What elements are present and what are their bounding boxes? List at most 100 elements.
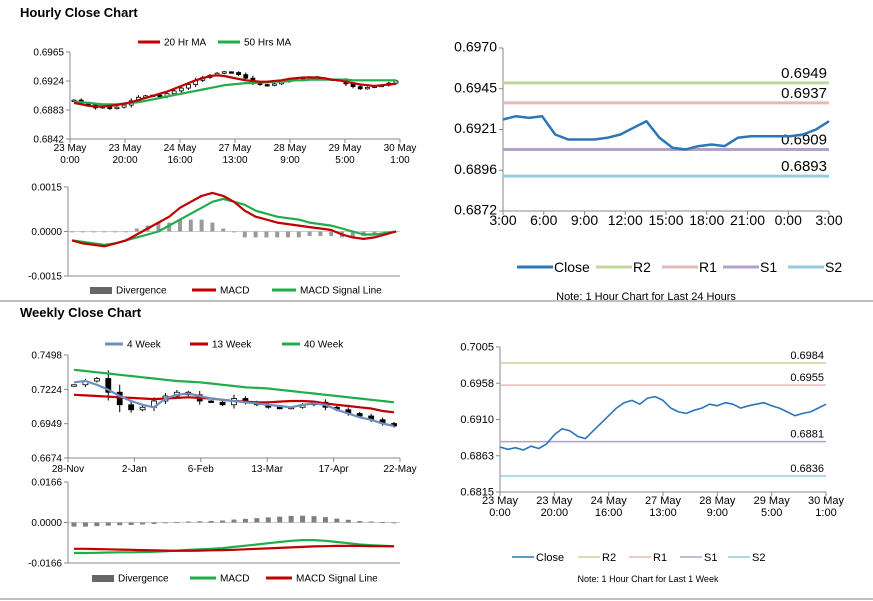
weekly-macd-divergence-bar [151, 522, 157, 524]
hourly-price-xtick-label: 5:00 [335, 155, 355, 166]
hourly-price-candle [114, 106, 120, 110]
weekly-macd-divergence-bar [265, 517, 271, 523]
lastweek-level-label-s2: 0.6836 [790, 463, 824, 475]
hourly-macd-divergence-bar [318, 231, 323, 236]
last24h-xtick-label: 12:00 [608, 212, 643, 228]
lastweek-xtick-label: 23 May [536, 495, 573, 507]
last24h-ytick-label: 0.6921 [454, 120, 497, 136]
weekly-price-xtick-label: 13-Mar [251, 464, 283, 475]
hourly-price-xtick-label: 1:00 [390, 155, 410, 166]
hourly-macd-divergence-bar [253, 231, 258, 238]
weekly-macd-divergence-bar [368, 521, 374, 523]
hourly-macd-divergence-bar [275, 231, 280, 238]
last24h-ytick-label: 0.6945 [454, 79, 497, 95]
legend-last24h-r2-label: R2 [633, 259, 651, 275]
hourly-macd-ytick-label: 0.0015 [31, 183, 62, 194]
hourly-price-xtick-label: 20:00 [112, 155, 137, 166]
weekly-price-ytick-label: 0.6949 [31, 419, 62, 430]
weekly-4week-line [73, 379, 395, 428]
weekly-price-candle [93, 378, 100, 382]
hourly-macd-divergence-bar [329, 231, 334, 236]
legend-weekly-divergence-label: Divergence [118, 574, 169, 585]
lastweek-ytick-label: 0.7005 [460, 342, 494, 354]
hourly-macd-divergence-bar [242, 231, 247, 238]
lastweek-xtick-label: 27 May [645, 495, 682, 507]
lastweek-ytick-label: 0.6863 [460, 450, 494, 462]
lastweek-xtick-label: 13:00 [649, 507, 677, 519]
lastweek-xtick-label: 28 May [699, 495, 736, 507]
hourly-macd-divergence-bar [156, 222, 161, 232]
weekly-macd-divergence-bar [128, 522, 134, 525]
last24h-level-label-s2: 0.6893 [781, 158, 827, 175]
weekly-macd-divergence-bar [162, 522, 168, 524]
weekly-macd-divergence-bar [391, 522, 397, 524]
weekly-macd-divergence-bar [300, 515, 306, 523]
legend-lastweek-r2-label: R2 [602, 552, 616, 564]
hourly-macd-divergence-bar [134, 228, 139, 232]
lastweek-xtick-label: 5:00 [761, 507, 782, 519]
legend-4week-label: 4 Week [127, 340, 162, 351]
last24h-ytick-label: 0.6896 [454, 161, 497, 177]
hourly-macd-divergence-bar [296, 231, 301, 238]
lastweek-xtick-label: 30 May [808, 495, 845, 507]
weekly-macd-divergence-bar [288, 515, 294, 523]
legend-hourly-divergence-swatch [90, 287, 112, 294]
legend-last24h-s2-label: S2 [825, 259, 842, 275]
legend-hourly-divergence-label: Divergence [116, 286, 167, 297]
legend-13week-label: 13 Week [212, 340, 252, 351]
weekly-macd-divergence-bar [208, 521, 214, 523]
legend-lastweek-s1-label: S1 [704, 552, 717, 564]
weekly-macd-divergence-bar [242, 518, 248, 523]
weekly-price-xtick-label: 2-Jan [122, 464, 147, 475]
legend-last24h-s1-label: S1 [760, 259, 777, 275]
last24h-xtick-label: 3:00 [815, 212, 842, 228]
last24h-xtick-label: 9:00 [571, 212, 598, 228]
weekly-macd-divergence-bar [140, 522, 146, 525]
weekly-section-title: Weekly Close Chart [20, 305, 142, 320]
lastweek-xtick-label: 9:00 [707, 507, 728, 519]
weekly-price-ytick-label: 0.7224 [31, 385, 62, 396]
legend-40week-label: 40 Week [304, 340, 344, 351]
hourly-macd-divergence-bar [286, 231, 290, 238]
weekly-macd-divergence-bar [94, 522, 100, 527]
last24h-xtick-label: 18:00 [689, 212, 724, 228]
last24h-close-line [502, 114, 830, 151]
lastweek-ytick-label: 0.6815 [460, 487, 494, 499]
hourly-price-xtick-label: 9:00 [280, 155, 300, 166]
lastweek-xtick-label: 20:00 [541, 507, 569, 519]
hourly-price-candle [221, 71, 227, 74]
hourly-price-candle [243, 74, 249, 79]
hourly-price-ytick-label: 0.6883 [33, 106, 64, 117]
weekly-macd-divergence-bar [380, 522, 386, 523]
weekly-macd-divergence-bar [185, 521, 191, 523]
hourly-price-candle [186, 84, 191, 89]
weekly-macd-divergence-bar [311, 516, 317, 523]
hourly-macd-divergence-bar [232, 231, 236, 233]
weekly-macd-divergence-bar [82, 522, 88, 527]
hourly-price-candle [271, 83, 277, 86]
hourly-macd-divergence-bar [113, 231, 118, 233]
weekly-price-xtick-label: 17-Apr [319, 464, 350, 475]
lastweek-xtick-label: 0:00 [489, 507, 510, 519]
weekly-price-candle [276, 406, 283, 410]
lastweek-xtick-label: 24 May [591, 495, 628, 507]
weekly-price-candle [128, 404, 135, 411]
hourly-price-candle [229, 71, 234, 74]
legend-lastweek-close-label: Close [536, 552, 564, 564]
weekly-price-candle [219, 401, 226, 406]
lastweek-xtick-label: 23 May [482, 495, 519, 507]
weekly-price-xtick-label: 28-Nov [52, 464, 84, 475]
last24h-xtick-label: 6:00 [530, 212, 557, 228]
hourly-price-xtick-label: 13:00 [222, 155, 247, 166]
hourly-macd-divergence-bar [188, 219, 193, 232]
legend-weekly-macd-label: MACD [220, 574, 249, 585]
hourly-price-xtick-label: 30 May [384, 143, 417, 154]
hourly-macd-ytick-label: 0.0000 [31, 227, 62, 238]
lastweek-xtick-label: 16:00 [595, 507, 623, 519]
last24h-note: Note: 1 Hour Chart for Last 24 Hours [556, 291, 736, 303]
weekly-price-ytick-label: 0.6674 [31, 454, 62, 465]
hourly-price-xtick-label: 23 May [54, 143, 87, 154]
hourly-price-ytick-label: 0.6965 [33, 48, 64, 59]
legend-last24h-close-label: Close [554, 259, 590, 275]
hourly-macd-divergence-bar [80, 231, 85, 233]
